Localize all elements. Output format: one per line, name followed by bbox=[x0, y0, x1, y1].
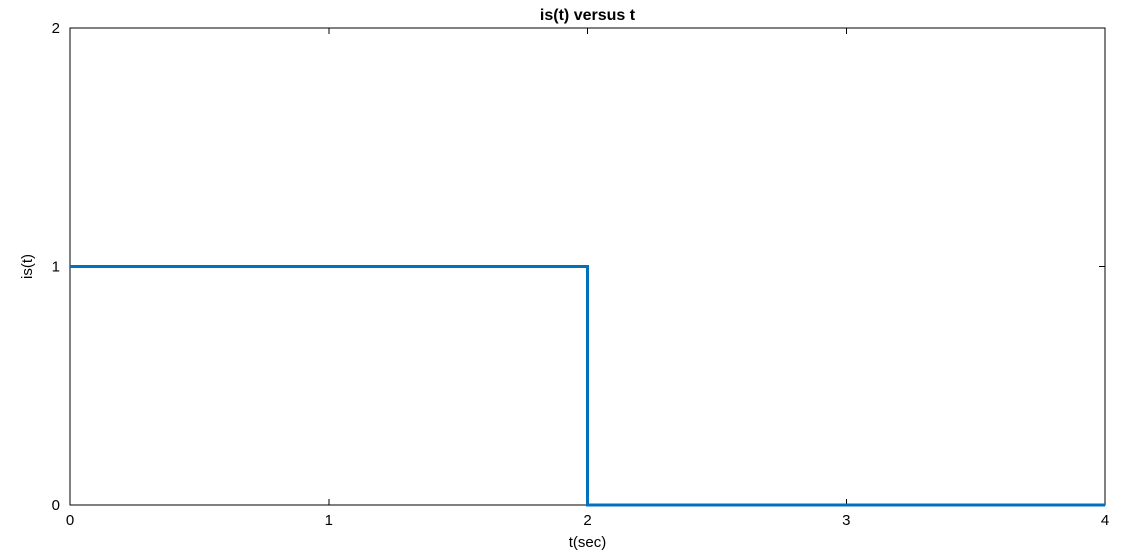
chart-container: 0 1 2 3 4 0 1 2 is(t) versus t t(sec) is(t) bbox=[0, 0, 1121, 557]
x-tick-label: 0 bbox=[66, 512, 74, 529]
y-axis-label: is(t) bbox=[19, 254, 36, 279]
chart-title: is(t) versus t bbox=[540, 7, 636, 24]
y-tick-label: 2 bbox=[52, 20, 60, 37]
x-tick-label: 3 bbox=[842, 512, 850, 529]
y-tick-label: 0 bbox=[52, 497, 60, 514]
y-tick-label: 1 bbox=[52, 259, 60, 276]
chart-svg: 0 1 2 3 4 0 1 2 is(t) versus t t(sec) is(t) bbox=[0, 0, 1121, 557]
x-tick-label: 2 bbox=[583, 512, 591, 529]
x-tick-label: 4 bbox=[1101, 512, 1109, 529]
x-axis-label: t(sec) bbox=[569, 534, 607, 551]
x-tick-label: 1 bbox=[325, 512, 333, 529]
